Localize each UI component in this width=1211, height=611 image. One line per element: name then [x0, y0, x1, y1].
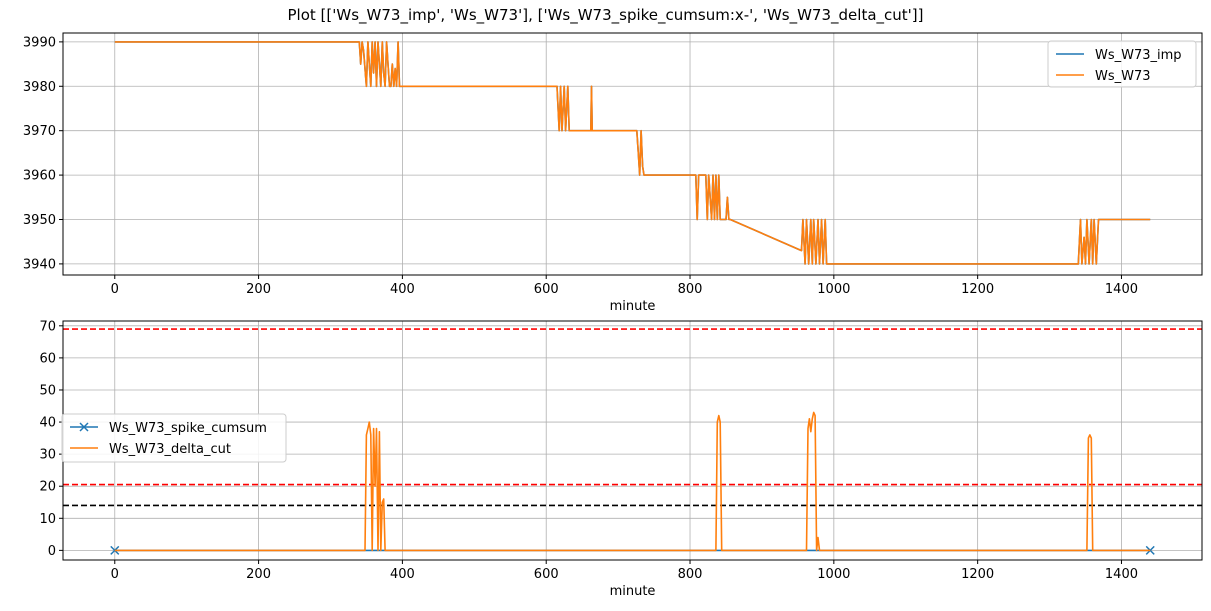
y-tick-label: 30 — [39, 448, 56, 463]
x-tick-label: 1200 — [961, 282, 994, 297]
figure-title: Plot [['Ws_W73_imp', 'Ws_W73'], ['Ws_W73… — [287, 6, 924, 24]
x-tick-label: 800 — [678, 567, 703, 582]
y-tick-label: 3970 — [23, 124, 56, 139]
x-tick-label: 1400 — [1105, 282, 1138, 297]
series-line-Ws_W73 — [114, 41, 1151, 265]
x-tick-label: 400 — [390, 567, 415, 582]
x-tick-label: 200 — [246, 282, 271, 297]
legend-label: Ws_W73_spike_cumsum — [109, 421, 267, 436]
subplot-2: 0 200 400 600 800 1000 1200 1400 0 10 20 30 40 50 60 70… — [39, 319, 1203, 599]
y-tick-label: 20 — [39, 480, 56, 495]
y-tick-label: 3950 — [23, 213, 56, 228]
legend-label: Ws_W73 — [1095, 69, 1151, 84]
y-tick-label: 3980 — [23, 80, 56, 95]
y-tick-label: 10 — [39, 512, 56, 527]
y-tick-label: 50 — [39, 383, 56, 398]
plot-area — [63, 328, 1202, 555]
subplot-1: 0 200 400 600 800 1000 1200 1400 3940 3950 3960 397… — [23, 32, 1203, 314]
series-line-Ws_W73_imp — [114, 41, 1151, 265]
y-tick-label: 3990 — [23, 35, 56, 50]
y-tick-label: 60 — [39, 351, 56, 366]
x-tick-label: 400 — [390, 282, 415, 297]
legend-marker — [79, 422, 89, 432]
legend-box — [1047, 40, 1197, 88]
series-marker — [1145, 545, 1155, 555]
x-tick-label: 1000 — [817, 567, 850, 582]
legend-label: Ws_W73_imp — [1095, 48, 1182, 63]
y-tick-label: 0 — [48, 544, 56, 559]
axes-frame — [62, 32, 1203, 276]
x-tick-label: 0 — [111, 567, 119, 582]
legend: Ws_W73_imp Ws_W73 — [1047, 40, 1197, 88]
plot-area — [114, 41, 1151, 265]
x-tick-label: 0 — [111, 282, 119, 297]
x-axis-label: minute — [610, 584, 656, 599]
y-tick-label: 3940 — [23, 257, 56, 272]
x-tick-label: 200 — [246, 567, 271, 582]
x-tick-label: 600 — [534, 567, 559, 582]
y-tick-label: 70 — [39, 319, 56, 334]
x-tick-label: 600 — [534, 282, 559, 297]
x-tick-label: 1200 — [961, 567, 994, 582]
series-line-Ws_W73_delta_cut — [114, 411, 1151, 552]
x-tick-label: 1400 — [1105, 567, 1138, 582]
legend-box — [61, 413, 287, 463]
legend-label: Ws_W73_delta_cut — [109, 442, 231, 457]
x-tick-label: 1000 — [817, 282, 850, 297]
x-axis-label: minute — [610, 299, 656, 314]
y-tick-label: 3960 — [23, 169, 56, 184]
legend: Ws_W73_spike_cumsum Ws_W73_delta_cut — [61, 413, 287, 463]
y-tick-label: 40 — [39, 416, 56, 431]
series-marker — [110, 545, 120, 555]
x-tick-label: 800 — [678, 282, 703, 297]
